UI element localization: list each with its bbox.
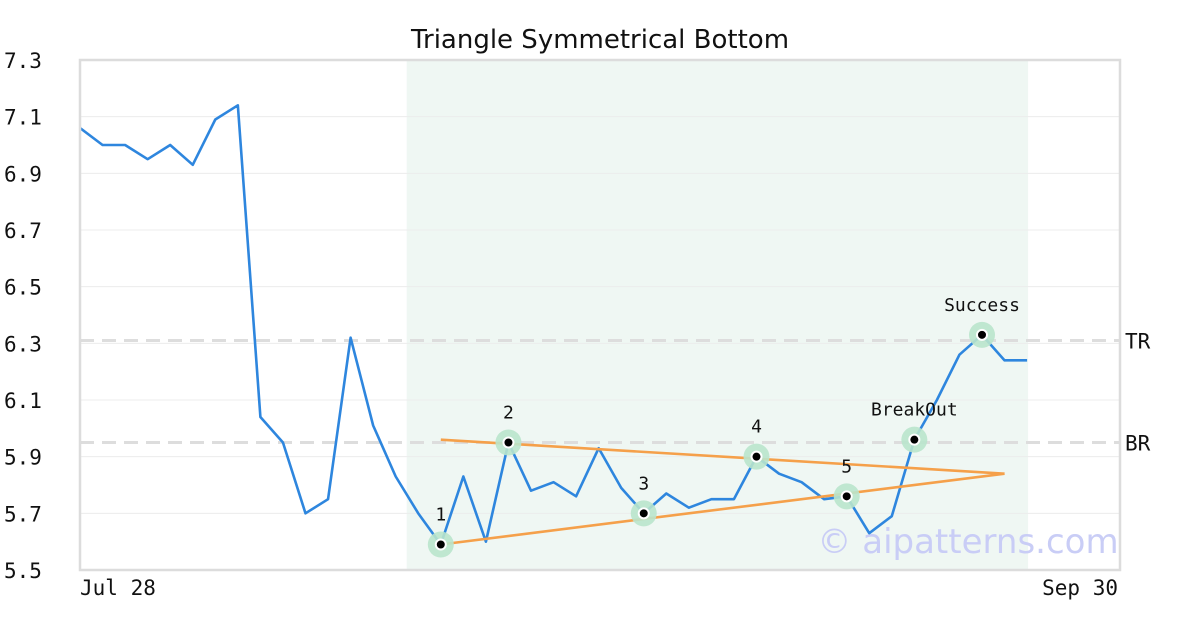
pattern-markers: 1 2 3 4 5 BreakOut Success [427,295,1020,558]
marker-label: 4 [751,417,762,438]
marker-point [637,507,650,520]
marker-point [976,328,988,341]
y-tick-label: 7.3 [4,49,42,73]
y-axis-ticks: 5.5 5.7 5.9 6.1 6.3 6.5 6.7 6.9 7.1 7.3 [4,49,42,583]
price-line [79,104,1028,546]
y-tick-label: 5.5 [4,559,42,583]
marker-point [750,450,763,463]
y-tick-label: 6.1 [4,389,42,413]
marker-label: 1 [435,505,446,526]
marker-label: 2 [503,403,514,424]
level-label-tr: TR [1125,330,1151,354]
x-axis-ticks: Jul 28 Sep 30 [80,576,1118,600]
trendline-1 [440,472,1005,546]
y-tick-label: 6.5 [4,276,42,300]
marker-label: 3 [638,473,649,494]
marker-point [434,538,447,551]
y-tick-label: 5.7 [4,502,42,526]
marker-breakout: BreakOut [871,400,958,453]
marker-success: Success [944,295,1020,348]
triangle-trendlines [440,438,1005,546]
marker-point [908,433,921,446]
y-tick-label: 6.9 [4,162,42,186]
y-tick-label: 6.3 [4,332,42,356]
pattern-region [406,60,1029,570]
chart-title: Triangle Symmetrical Bottom [410,25,789,55]
level-lines: TR BR [80,330,1151,456]
marker-3: 3 [630,473,657,527]
y-tick-label: 7.1 [4,106,42,130]
marker-2: 2 [495,403,522,456]
y-tick-label: 6.7 [4,219,42,243]
plot-frame [78,58,1122,572]
level-label-br: BR [1125,432,1151,456]
marker-label: BreakOut [871,400,958,421]
marker-1: 1 [427,505,454,558]
marker-point [502,436,515,449]
x-tick-label: Jul 28 [80,576,156,600]
y-tick-label: 5.9 [4,446,42,470]
trendline-0 [440,438,1005,475]
watermark: © aipatterns.com [817,522,1118,562]
x-tick-label: Sep 30 [1042,576,1118,600]
marker-point [840,490,853,503]
marker-4: 4 [743,417,770,470]
marker-label: Success [944,295,1020,316]
marker-5: 5 [833,456,860,510]
marker-label: 5 [841,456,852,477]
